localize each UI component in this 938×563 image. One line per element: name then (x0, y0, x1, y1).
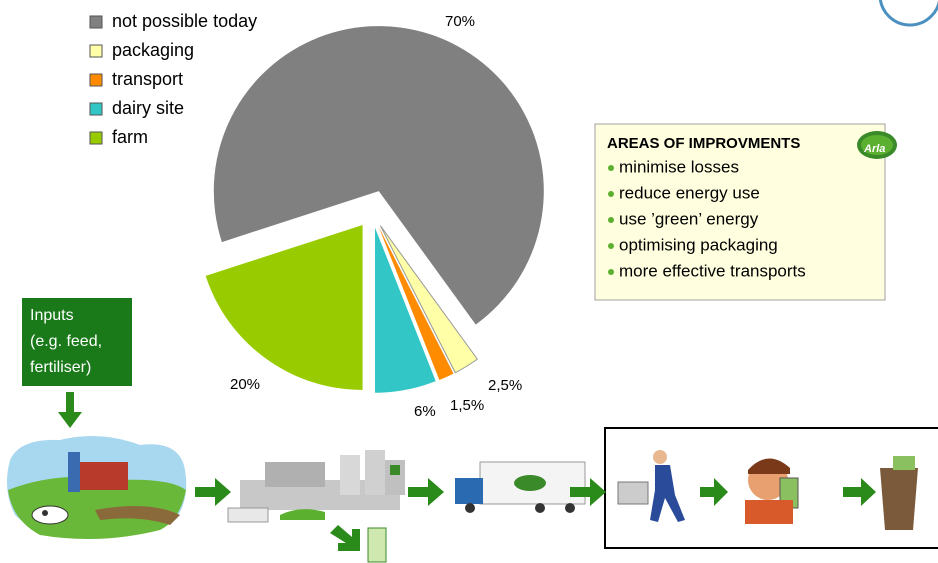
farm-illustration (6, 436, 187, 539)
process-arrows (195, 478, 876, 551)
arrow (58, 392, 82, 428)
legend-label: dairy site (112, 98, 184, 118)
inputs-box (22, 298, 132, 386)
legend-label: not possible today (112, 11, 257, 31)
box-item: more effective transports (619, 261, 806, 280)
inputs-text: Inputs (30, 307, 74, 324)
legend-label: farm (112, 127, 148, 147)
bullet (608, 191, 614, 197)
svg-text:Arla: Arla (863, 143, 885, 155)
arla-logo: Arla (857, 131, 897, 159)
legend-label: transport (112, 69, 183, 89)
logo (878, 0, 938, 27)
shopper-illustration (617, 450, 685, 522)
truck-illustration (455, 461, 586, 513)
box-title: AREAS OF IMPROVMENTS (607, 135, 800, 152)
data-label: 1,5% (450, 397, 484, 414)
drinker-illustration (745, 458, 799, 524)
text-box (594, 123, 886, 301)
inputs-text: fertiliser) (30, 359, 91, 376)
box-item: optimising packaging (619, 235, 778, 254)
bullet (608, 217, 614, 223)
box-item: minimise losses (619, 157, 739, 176)
bullet (608, 243, 614, 249)
legend-swatch (89, 102, 103, 116)
dairy-illustration (227, 450, 405, 523)
data-label: 70% (445, 13, 475, 30)
bullet (608, 269, 614, 275)
pie-slice (378, 226, 454, 380)
box-item: reduce energy use (619, 183, 760, 202)
pie-slice (379, 225, 479, 374)
legend-swatch (89, 15, 103, 29)
legend-label: packaging (112, 40, 194, 60)
inputs-text: (e.g. feed, (30, 333, 102, 350)
bin-illustration (880, 456, 918, 530)
pie-slice (374, 227, 436, 393)
data-label: 2,5% (488, 377, 522, 394)
legend-swatch (89, 44, 103, 58)
bullet (608, 165, 614, 171)
data-label: 6% (414, 403, 436, 420)
box-item: use ’green’ energy (619, 209, 759, 228)
pie-slice (205, 224, 363, 390)
legend-swatch (89, 73, 103, 87)
pack-illustration (367, 527, 387, 563)
data-label: 20% (230, 376, 260, 393)
legend-swatch (89, 131, 103, 145)
pie-slice (213, 26, 544, 325)
